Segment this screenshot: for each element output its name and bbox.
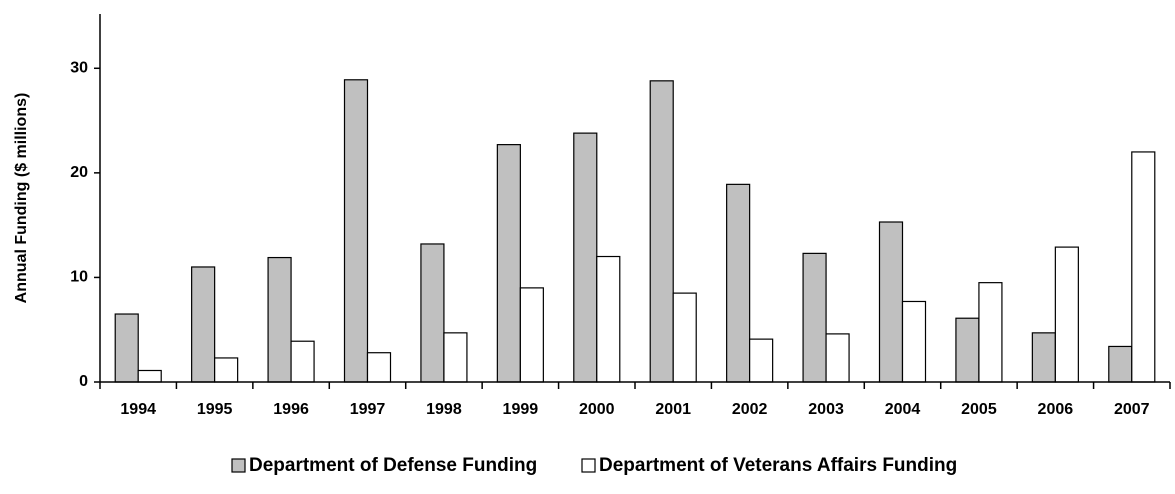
x-tick-label: 1998 bbox=[426, 401, 462, 418]
y-tick-label: 20 bbox=[70, 164, 88, 181]
bar bbox=[1131, 151, 1156, 383]
y-tick-label: 10 bbox=[70, 269, 88, 286]
x-tick-label: 2003 bbox=[808, 401, 844, 418]
x-tick-label: 1996 bbox=[273, 401, 309, 418]
bar bbox=[955, 317, 980, 383]
x-tick-label: 2006 bbox=[1038, 401, 1074, 418]
x-tick-label: 2001 bbox=[655, 401, 691, 418]
bar bbox=[672, 292, 697, 383]
bar bbox=[343, 79, 369, 383]
y-axis-label: Annual Funding ($ millions) bbox=[13, 93, 30, 304]
x-tick-label: 2000 bbox=[579, 401, 615, 418]
bar bbox=[519, 287, 544, 383]
bar bbox=[649, 80, 674, 383]
bar bbox=[978, 282, 1003, 383]
bar bbox=[267, 256, 292, 383]
bar bbox=[825, 333, 850, 383]
y-tick-label: 0 bbox=[79, 373, 88, 390]
bar bbox=[191, 266, 216, 383]
bar bbox=[878, 221, 904, 383]
x-tick-label: 1994 bbox=[120, 401, 156, 418]
bar bbox=[1031, 332, 1056, 383]
bar bbox=[1054, 246, 1079, 383]
bar bbox=[137, 369, 162, 383]
bar bbox=[366, 352, 392, 383]
bar bbox=[496, 144, 521, 383]
bar bbox=[749, 338, 774, 383]
bar bbox=[726, 183, 751, 383]
x-tick-label: 1995 bbox=[197, 401, 233, 418]
bar bbox=[901, 300, 927, 383]
legend-label: Department of Defense Funding bbox=[249, 455, 537, 476]
x-tick-label: 2004 bbox=[885, 401, 921, 418]
bar bbox=[214, 357, 239, 383]
bar bbox=[802, 252, 827, 383]
bar bbox=[573, 132, 598, 383]
y-tick-label: 30 bbox=[70, 60, 88, 77]
x-tick-label: 2002 bbox=[732, 401, 768, 418]
x-tick-label: 1997 bbox=[350, 401, 386, 418]
x-tick-label: 1999 bbox=[503, 401, 539, 418]
legend-swatch bbox=[581, 458, 596, 473]
bar bbox=[290, 340, 315, 383]
bar bbox=[114, 313, 139, 383]
x-tick-label: 2005 bbox=[961, 401, 997, 418]
x-tick-label: 2007 bbox=[1114, 401, 1150, 418]
bar bbox=[420, 243, 445, 383]
bar bbox=[1108, 345, 1133, 383]
bar bbox=[443, 332, 468, 383]
legend-label: Department of Veterans Affairs Funding bbox=[599, 455, 957, 476]
bar bbox=[596, 255, 621, 383]
legend-swatch bbox=[231, 458, 246, 473]
